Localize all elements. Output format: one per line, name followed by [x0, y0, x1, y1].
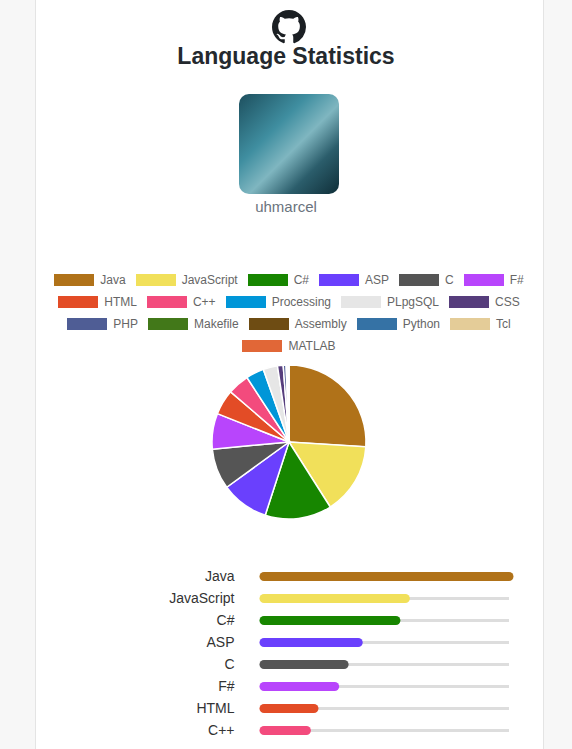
html-text:ASP: ASP [365, 273, 389, 287]
svg-text:JavaScript: JavaScript [169, 590, 234, 606]
svg-text:Java: Java [205, 568, 235, 584]
html-text:C#: C# [293, 273, 309, 287]
html-text:Makefile: Makefile [194, 317, 239, 331]
html-text:F#: F# [509, 273, 524, 287]
svg-text:HTML: HTML [196, 700, 234, 716]
html-text:HTML: HTML [104, 295, 137, 309]
html-text:PLpgSQL: PLpgSQL [387, 295, 439, 309]
html-text:CSS: CSS [495, 295, 520, 309]
svg-text:C#: C# [217, 612, 235, 628]
html-text:Tcl: Tcl [496, 317, 511, 331]
svg-text:C++: C++ [208, 722, 234, 738]
html-text:Assembly: Assembly [294, 317, 347, 331]
html-text:Java: Java [100, 273, 126, 287]
svg-text:F#: F# [218, 678, 235, 694]
html-text:Python: Python [402, 317, 440, 331]
html-text:PHP: PHP [113, 317, 138, 331]
html-text:MATLAB: MATLAB [288, 339, 336, 353]
svg-text:C: C [224, 656, 234, 672]
html-text:JavaScript: JavaScript [181, 273, 238, 287]
html-text:Processing: Processing [271, 295, 331, 309]
svg-text:ASP: ASP [206, 634, 234, 650]
html-text:C: C [445, 273, 454, 287]
html-text:uhmarcel: uhmarcel [255, 198, 317, 215]
html-text:Language Statistics: Language Statistics [177, 43, 395, 69]
html-text:C++: C++ [192, 295, 216, 309]
